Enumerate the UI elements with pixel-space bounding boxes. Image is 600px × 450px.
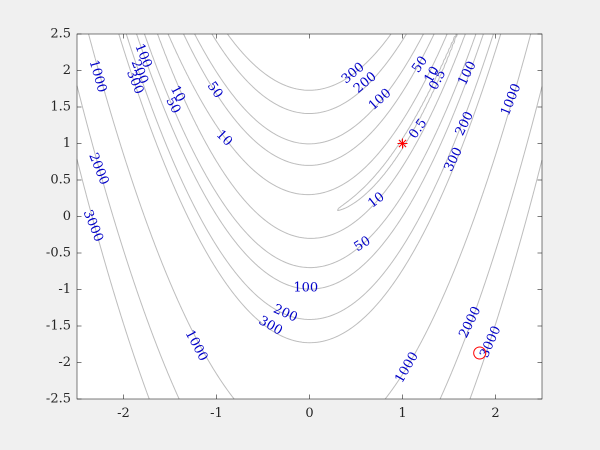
contour-line-10 (157, 33, 466, 239)
contour-line-2000 (76, 85, 543, 400)
y-tick-label: 1 (63, 136, 71, 151)
axes-background (77, 34, 542, 399)
y-tick-label: -1 (58, 282, 71, 297)
y-tick-label: 0.5 (50, 173, 71, 188)
y-tick-label: -2.5 (46, 392, 71, 407)
axes: -2 -1 0 1 2 2.5 2 1.5 1 0.5 0 -0.5 -1 -1.5 -2 -2.5 (46, 27, 543, 421)
x-tick-label: 0 (305, 406, 313, 421)
contour-label: 100 (293, 281, 318, 296)
contour-line-50 (143, 33, 477, 269)
contour-line-100 (136, 33, 484, 290)
x-tick-label: 2 (491, 406, 499, 421)
asterisk-marker (397, 138, 408, 149)
y-tick-label: 2.5 (50, 27, 71, 42)
y-tick-label: -0.5 (46, 246, 71, 261)
x-tick-label: 1 (398, 406, 406, 421)
circle-marker (473, 346, 487, 360)
y-tick-label: -1.5 (46, 319, 71, 334)
markers (397, 138, 487, 360)
contour-label: 10 (167, 83, 188, 105)
contour-lines (76, 33, 543, 400)
x-tick-label: -2 (117, 406, 130, 421)
y-tick-label: 1.5 (50, 100, 71, 115)
contour-label: 10 (422, 64, 443, 86)
contour-label: 50 (162, 95, 183, 117)
contour-line-3000 (76, 159, 543, 400)
x-tick-label: -1 (210, 406, 223, 421)
contour-label: 50 (352, 233, 374, 254)
y-tick-label: 0 (63, 209, 71, 224)
contour-line-200 (125, 33, 494, 320)
y-tick-label: -2 (58, 355, 71, 370)
contour-line-300 (118, 33, 502, 344)
contour-line-1000 (88, 33, 532, 400)
y-tick-label: 2 (63, 63, 71, 78)
